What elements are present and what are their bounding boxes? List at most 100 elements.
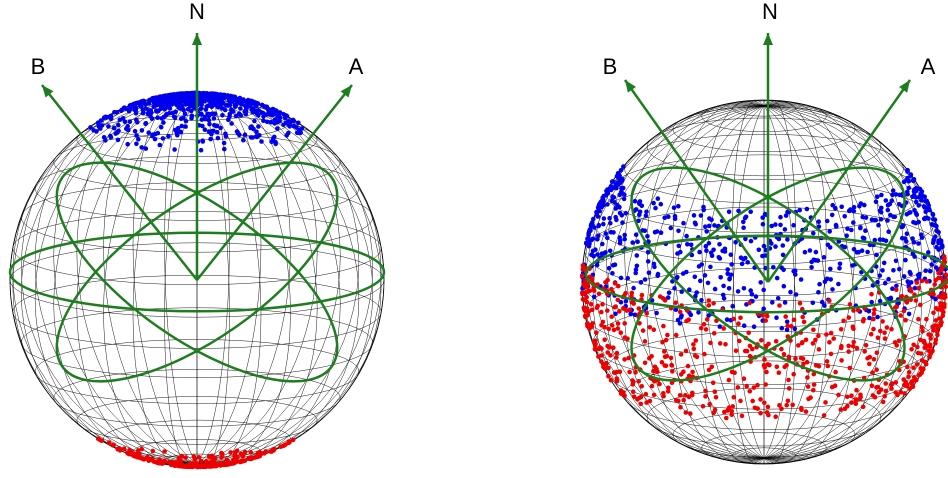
point — [904, 212, 910, 217]
point — [600, 302, 605, 307]
point — [784, 319, 790, 325]
point — [940, 313, 946, 319]
point — [608, 353, 613, 358]
point — [924, 215, 930, 221]
point — [712, 389, 718, 395]
point — [642, 228, 648, 233]
point — [261, 118, 266, 123]
point — [885, 202, 891, 208]
point — [172, 463, 177, 468]
point — [591, 294, 597, 300]
point — [931, 310, 936, 316]
point — [212, 94, 218, 99]
point — [712, 286, 718, 292]
point — [750, 346, 755, 352]
point — [684, 233, 689, 239]
point — [111, 442, 116, 448]
point — [936, 247, 941, 252]
point — [910, 194, 915, 199]
point — [845, 403, 850, 409]
point — [601, 221, 606, 227]
point — [605, 202, 610, 207]
point — [584, 294, 589, 300]
point — [125, 141, 130, 147]
point — [659, 360, 665, 365]
point — [202, 463, 208, 469]
point — [849, 400, 854, 405]
point — [238, 106, 243, 111]
point — [232, 102, 238, 108]
point — [899, 235, 905, 241]
point — [804, 206, 810, 212]
point — [649, 354, 654, 359]
point — [684, 318, 689, 324]
point — [933, 337, 939, 343]
point — [685, 242, 690, 247]
point — [622, 236, 627, 242]
point — [232, 457, 237, 462]
point — [612, 281, 618, 286]
point — [152, 459, 158, 465]
point — [198, 147, 204, 153]
point — [888, 212, 893, 218]
point — [274, 110, 279, 116]
point — [918, 232, 924, 237]
point — [227, 101, 232, 107]
point — [901, 377, 906, 382]
point — [691, 346, 697, 352]
axis-arrow — [623, 79, 770, 283]
meridian-line — [584, 105, 944, 459]
point — [652, 229, 658, 235]
point — [238, 96, 243, 102]
point — [765, 362, 771, 367]
point — [752, 405, 758, 411]
point — [688, 242, 694, 248]
point — [609, 323, 615, 328]
point — [828, 277, 833, 282]
point — [811, 257, 817, 263]
point — [931, 292, 936, 297]
point — [254, 109, 260, 114]
point — [933, 234, 938, 239]
point — [865, 356, 870, 361]
point — [685, 363, 691, 369]
point — [901, 308, 907, 314]
point — [633, 370, 638, 375]
point — [194, 461, 200, 466]
point — [148, 108, 153, 113]
point — [601, 198, 606, 204]
point — [172, 115, 178, 121]
point — [286, 130, 291, 136]
point — [872, 394, 878, 400]
point — [686, 373, 692, 379]
point — [691, 213, 697, 218]
point — [919, 325, 925, 330]
point — [919, 358, 925, 363]
point — [647, 325, 653, 330]
point — [906, 370, 912, 375]
point — [885, 218, 890, 223]
point — [916, 241, 921, 246]
point — [677, 309, 683, 315]
point — [618, 168, 624, 173]
point — [791, 223, 796, 228]
point — [583, 314, 588, 320]
point — [802, 249, 808, 255]
north-label: N — [762, 0, 778, 24]
point — [605, 277, 610, 283]
point — [930, 217, 936, 222]
point — [638, 401, 644, 407]
point — [246, 456, 251, 462]
point — [183, 118, 189, 124]
point — [873, 217, 878, 223]
point — [673, 332, 679, 338]
point — [681, 220, 686, 226]
point — [618, 300, 624, 305]
point — [918, 191, 923, 197]
point-cloud — [579, 254, 948, 421]
point — [889, 326, 894, 332]
point — [250, 109, 255, 115]
point — [199, 112, 204, 117]
point — [773, 414, 778, 420]
point — [256, 124, 261, 129]
